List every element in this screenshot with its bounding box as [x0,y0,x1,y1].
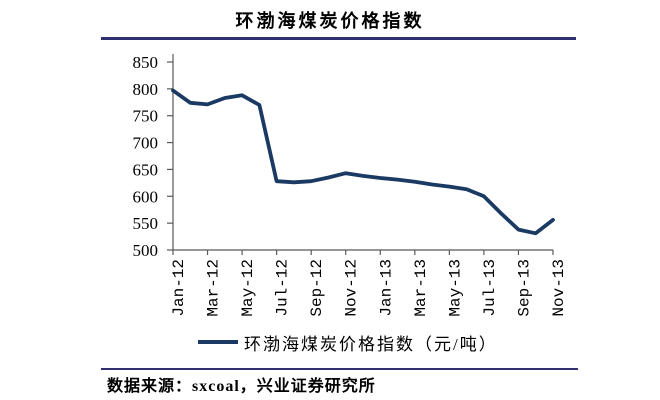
svg-text:Jul-12: Jul-12 [274,259,292,317]
legend-line-swatch [198,340,238,344]
svg-text:750: 750 [133,107,159,126]
legend: 环渤海煤炭价格指数（元/吨） [198,332,498,354]
svg-text:500: 500 [133,241,159,260]
y-axis-labels: 500 550 600 650 700 750 800 850 [133,53,173,260]
svg-text:550: 550 [133,214,159,233]
svg-text:Jul-13: Jul-13 [481,259,499,317]
data-source-text: 数据来源：sxcoal，兴业证券研究所 [107,378,376,395]
svg-text:Nov-12: Nov-12 [343,259,361,317]
svg-text:600: 600 [133,187,159,206]
svg-text:Mar-12: Mar-12 [205,259,223,317]
svg-text:650: 650 [133,160,159,179]
series-line [171,88,555,236]
top-rule [101,37,576,40]
svg-text:850: 850 [133,53,159,72]
svg-text:700: 700 [133,134,159,153]
svg-text:Sep-12: Sep-12 [308,259,326,317]
svg-text:Jan-12: Jan-12 [170,259,188,317]
svg-text:May-13: May-13 [446,259,464,317]
axes [172,54,553,251]
svg-text:Nov-13: Nov-13 [550,259,568,317]
svg-text:May-12: May-12 [239,259,257,317]
legend-label: 环渤海煤炭价格指数（元/吨） [244,334,498,354]
svg-text:Sep-13: Sep-13 [515,259,533,317]
svg-text:800: 800 [133,80,159,99]
bottom-rule [101,368,578,370]
svg-text:Mar-13: Mar-13 [412,259,430,317]
chart-title: 环渤海煤炭价格指数 [235,11,425,31]
x-axis-labels: Jan-12 Mar-12 May-12 Jul-12 Sep-12 Nov-12 Jan-… [170,250,568,317]
svg-text:Jan-13: Jan-13 [377,259,395,317]
